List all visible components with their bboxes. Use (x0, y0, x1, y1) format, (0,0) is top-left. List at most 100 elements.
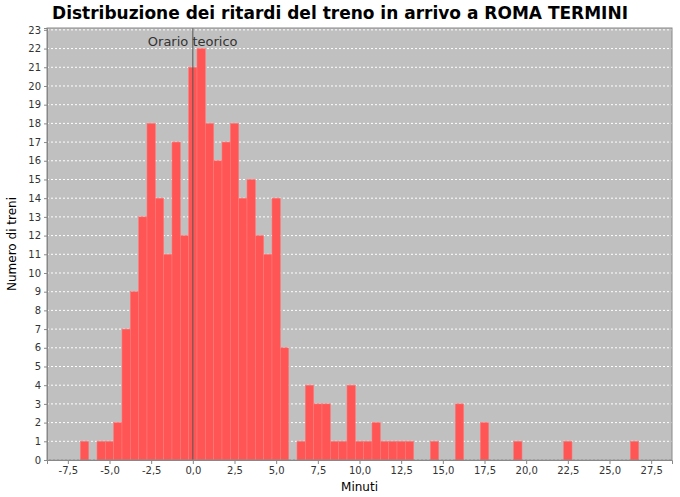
x-tick-label: 7,5 (310, 465, 326, 476)
y-tick-label: 1 (35, 436, 41, 447)
x-axis-line (48, 461, 673, 465)
bar (330, 441, 338, 460)
y-tick: 11 (28, 249, 47, 260)
grid-line (47, 160, 672, 161)
x-tick-label: 22,5 (557, 465, 579, 476)
bar (280, 348, 288, 460)
y-tick-label: 8 (35, 305, 41, 316)
bar (172, 142, 180, 460)
x-tick-label: 5,0 (269, 465, 285, 476)
bar (255, 236, 263, 460)
x-tick: 22,5 (557, 460, 579, 476)
x-tick-mark (193, 460, 194, 464)
x-tick: 27,5 (641, 460, 663, 476)
y-tick-label: 14 (28, 193, 41, 204)
y-tick: 1 (35, 436, 47, 447)
x-tick: 20,0 (516, 460, 538, 476)
y-tick-label: 20 (28, 81, 41, 92)
bar (355, 441, 363, 460)
bar (347, 385, 355, 460)
x-tick-mark (443, 460, 444, 464)
y-tick-label: 21 (28, 62, 41, 73)
y-tick-label: 7 (35, 324, 41, 335)
y-tick: 19 (28, 99, 47, 110)
x-tick-mark (235, 460, 236, 464)
grid (47, 30, 672, 460)
bar (197, 49, 205, 460)
x-tick-mark (651, 460, 652, 464)
x-tick-mark (151, 460, 152, 464)
x-tick-label: -7,5 (59, 465, 79, 476)
grid-line (47, 104, 672, 105)
x-axis-title: Minuti (341, 480, 378, 494)
y-tick: 15 (28, 174, 47, 185)
x-tick-label: 25,0 (599, 465, 621, 476)
y-tick-label: 0 (35, 455, 41, 466)
y-tick: 10 (28, 268, 47, 279)
y-tick: 14 (28, 193, 47, 204)
x-tick: 10,0 (349, 460, 371, 476)
bar (155, 198, 163, 460)
grid-line (47, 29, 672, 30)
x-tick-mark (485, 460, 486, 464)
bar (630, 441, 638, 460)
y-tick-label: 12 (28, 230, 41, 241)
y-tick: 8 (35, 305, 47, 316)
x-tick: 17,5 (474, 460, 496, 476)
bar (147, 123, 155, 460)
y-tick: 22 (28, 43, 47, 54)
x-tick: 0,0 (185, 460, 201, 476)
x-tick-mark (401, 460, 402, 464)
y-tick-label: 4 (35, 380, 41, 391)
x-tick-label: -5,0 (100, 465, 120, 476)
bar (214, 161, 222, 460)
reference-line (192, 28, 193, 460)
x-tick: 15,0 (432, 460, 454, 476)
x-tick: -2,5 (142, 460, 162, 476)
grid-line (47, 179, 672, 180)
y-tick-label: 17 (28, 137, 41, 148)
bar (105, 441, 113, 460)
bars (80, 28, 638, 460)
bar (180, 236, 188, 460)
y-tick: 20 (28, 81, 47, 92)
x-tick-label: 2,5 (227, 465, 243, 476)
y-tick: 23 (28, 25, 47, 36)
bar (80, 441, 88, 460)
chart: Distribuzione dei ritardi del treno in a… (0, 0, 680, 497)
bar (430, 441, 438, 460)
y-tick-label: 19 (28, 99, 41, 110)
y-tick: 7 (35, 324, 47, 335)
x-tick: 2,5 (227, 460, 243, 476)
grid-line (47, 48, 672, 49)
y-tick: 16 (28, 155, 47, 166)
x-tick-label: 20,0 (516, 465, 538, 476)
bar (247, 179, 255, 460)
grid-line (47, 198, 672, 199)
x-tick-mark (110, 460, 111, 464)
x-tick-mark (568, 460, 569, 464)
y-tick-label: 16 (28, 155, 41, 166)
x-axis: -7,5 -5,0 -2,5 0,0 2,5 5,0 7,5 10,0 12,5 15,0 17,5… (48, 460, 673, 476)
y-axis: 01234567891011121314151617181920212223 (28, 25, 47, 466)
plot-background (47, 28, 672, 460)
y-tick: 21 (28, 62, 47, 73)
x-tick-label: 12,5 (391, 465, 413, 476)
bar (264, 254, 272, 460)
x-tick-label: -2,5 (142, 465, 162, 476)
y-tick-label: 23 (28, 25, 41, 36)
bar (114, 423, 122, 460)
bar (230, 123, 238, 460)
bar (339, 441, 347, 460)
bar (380, 441, 388, 460)
bar (514, 441, 522, 460)
y-tick-label: 15 (28, 174, 41, 185)
grid-line (47, 85, 672, 86)
x-tick-mark (610, 460, 611, 464)
y-tick: 3 (35, 399, 47, 410)
bar (397, 441, 405, 460)
y-tick-label: 18 (28, 118, 41, 129)
x-tick: -5,0 (100, 460, 120, 476)
bar (455, 404, 463, 460)
title: Distribuzione dei ritardi del treno in a… (52, 3, 628, 23)
